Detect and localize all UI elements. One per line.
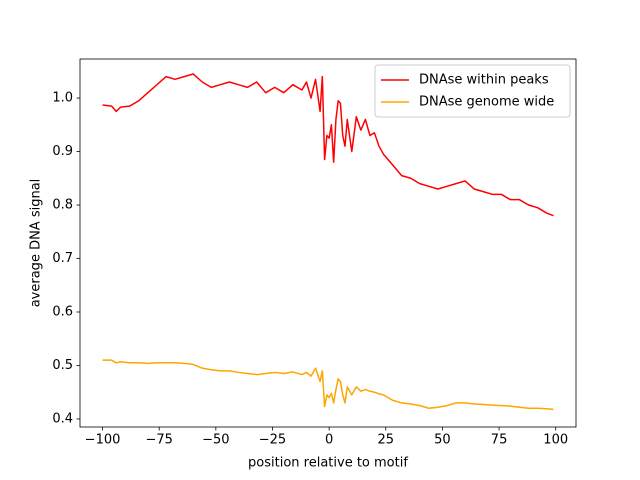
y-tick-label: 0.4 <box>52 411 73 426</box>
x-tick-label: −100 <box>85 433 121 448</box>
x-tick-label: 50 <box>434 433 451 448</box>
y-tick-label: 0.9 <box>52 144 73 159</box>
y-tick-label: 1.0 <box>52 91 73 106</box>
legend-box <box>374 64 571 118</box>
x-tick-label: −25 <box>259 433 286 448</box>
x-tick-label: −50 <box>202 433 229 448</box>
axes-frame <box>79 58 577 428</box>
y-tick-label: 0.6 <box>52 305 73 320</box>
y-tick-label: 0.7 <box>52 251 73 266</box>
y-tick-label: 0.5 <box>52 358 73 373</box>
x-tick-label: 100 <box>543 433 568 448</box>
x-tick-label: 0 <box>325 433 333 448</box>
data-line <box>102 359 554 411</box>
legend-label: DNAse within peaks <box>419 73 549 88</box>
y-tick-label: 0.8 <box>52 198 73 213</box>
legend-label: DNAse genome wide <box>419 95 554 110</box>
x-tick-label: −75 <box>145 433 172 448</box>
y-axis-label: average DNA signal <box>29 179 44 308</box>
x-tick-label: 25 <box>378 433 395 448</box>
x-axis-label: position relative to motif <box>248 456 408 471</box>
x-tick-label: 75 <box>491 433 508 448</box>
data-line <box>102 73 554 217</box>
